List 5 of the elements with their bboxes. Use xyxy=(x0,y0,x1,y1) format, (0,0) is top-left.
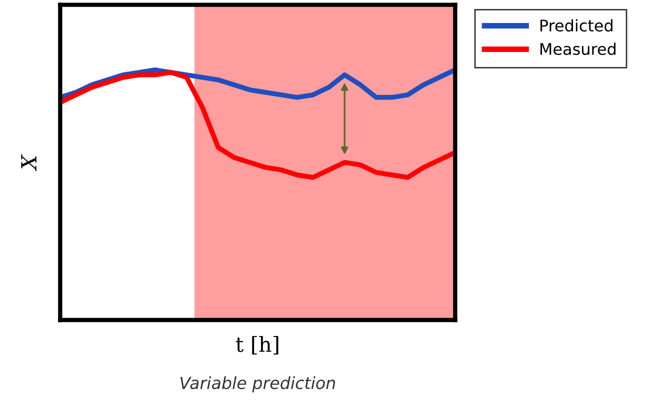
legend-label: Measured xyxy=(540,42,616,56)
text: Variable prediction xyxy=(180,376,336,392)
y-axis-title: X xyxy=(21,154,36,172)
x-axis-title: t [h] xyxy=(236,336,278,355)
legend-label: Predicted xyxy=(540,19,612,32)
